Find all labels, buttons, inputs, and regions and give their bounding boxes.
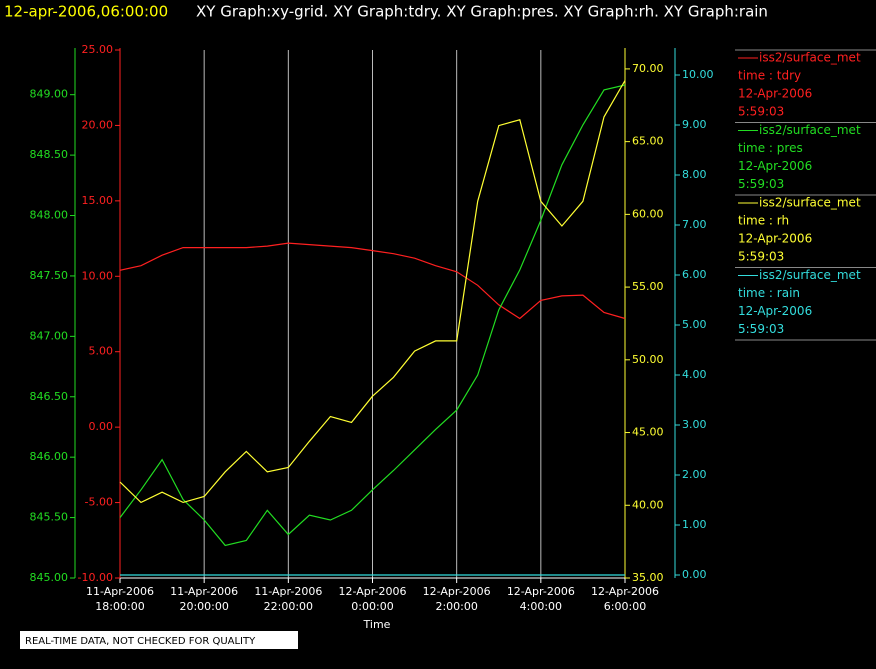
- timestamp: 12-apr-2006,06:00:00: [4, 3, 168, 21]
- y3-tick-label: 45.00: [632, 426, 664, 439]
- x-tick-label: 11-Apr-2006: [254, 585, 322, 598]
- y4-tick-label: 4.00: [682, 368, 707, 381]
- x-tick-label: 0:00:00: [351, 600, 393, 613]
- x-tick-label: 12-Apr-2006: [507, 585, 575, 598]
- y2-tick-label: 849.00: [30, 88, 69, 101]
- series-line: [119, 242, 626, 320]
- x-tick-label: 4:00:00: [520, 600, 562, 613]
- y-tick-label: 5.00: [89, 345, 114, 358]
- legend-time: 5:59:03: [738, 105, 784, 119]
- x-tick-label: 11-Apr-2006: [86, 585, 154, 598]
- legend-date: 12-Apr-2006: [738, 304, 812, 318]
- x-tick-label: 11-Apr-2006: [170, 585, 238, 598]
- y4-tick-label: 5.00: [682, 318, 707, 331]
- legend-time: 5:59:03: [738, 177, 784, 191]
- x-axis-label: Time: [363, 618, 391, 631]
- y2-tick-label: 846.50: [30, 390, 69, 403]
- legend-variable: time : pres: [738, 141, 803, 155]
- note-box: [20, 631, 298, 649]
- x-tick-label: 18:00:00: [95, 600, 144, 613]
- y4-tick-label: 7.00: [682, 218, 707, 231]
- x-tick-label: 22:00:00: [264, 600, 313, 613]
- y-tick-label: 20.00: [82, 118, 114, 131]
- legend-date: 12-Apr-2006: [738, 232, 812, 246]
- y-tick-label: 10.00: [82, 269, 114, 282]
- legend-name: iss2/surface_met: [759, 268, 861, 282]
- legend-name: iss2/surface_met: [759, 51, 861, 65]
- legend-date: 12-Apr-2006: [738, 159, 812, 173]
- y3-tick-label: 55.00: [632, 280, 664, 293]
- legend-time: 5:59:03: [738, 250, 784, 264]
- y3-tick-label: 40.00: [632, 498, 664, 511]
- y3-tick-label: 60.00: [632, 207, 664, 220]
- y-tick-label: 25.00: [82, 43, 114, 56]
- series-line: [119, 84, 626, 547]
- y3-tick-label: 65.00: [632, 135, 664, 148]
- y2-tick-label: 845.50: [30, 511, 69, 524]
- y-tick-label: -10.00: [78, 571, 113, 584]
- legend-variable: time : rain: [738, 286, 800, 300]
- y3-tick-label: 50.00: [632, 353, 664, 366]
- legend-variable: time : tdry: [738, 69, 801, 83]
- note: REAL-TIME DATA, NOT CHECKED FOR QUALITY: [25, 636, 256, 647]
- legend-name: iss2/surface_met: [759, 123, 861, 137]
- chart-title: XY Graph:xy-grid. XY Graph:tdry. XY Grap…: [196, 3, 768, 21]
- y-tick-label: 0.00: [89, 420, 114, 433]
- legend-time: 5:59:03: [738, 322, 784, 336]
- y4-tick-label: 8.00: [682, 168, 707, 181]
- y2-tick-label: 848.50: [30, 148, 69, 161]
- y-tick-label: 15.00: [82, 194, 114, 207]
- y4-tick-label: 2.00: [682, 468, 707, 481]
- x-tick-label: 2:00:00: [435, 600, 477, 613]
- x-tick-label: 6:00:00: [604, 600, 646, 613]
- y2-tick-label: 846.00: [30, 450, 69, 463]
- y4-tick-label: 0.00: [682, 568, 707, 581]
- y2-tick-label: 847.50: [30, 269, 69, 282]
- series-line: [119, 80, 626, 504]
- y2-tick-label: 848.00: [30, 209, 69, 222]
- y3-tick-label: 35.00: [632, 571, 664, 584]
- y2-tick-label: 845.00: [30, 571, 69, 584]
- y4-tick-label: 1.00: [682, 518, 707, 531]
- y2-tick-label: 847.00: [30, 329, 69, 342]
- y4-tick-label: 9.00: [682, 118, 707, 131]
- legend-name: iss2/surface_met: [759, 196, 861, 210]
- x-tick-label: 20:00:00: [179, 600, 228, 613]
- x-tick-label: 12-Apr-2006: [338, 585, 406, 598]
- x-tick-label: 12-Apr-2006: [591, 585, 659, 598]
- y4-tick-label: 10.00: [682, 68, 714, 81]
- y4-tick-label: 3.00: [682, 418, 707, 431]
- legend-variable: time : rh: [738, 214, 789, 228]
- legend-date: 12-Apr-2006: [738, 87, 812, 101]
- y4-tick-label: 6.00: [682, 268, 707, 281]
- x-tick-label: 12-Apr-2006: [423, 585, 491, 598]
- y-tick-label: -5.00: [85, 496, 113, 509]
- y3-tick-label: 70.00: [632, 62, 664, 75]
